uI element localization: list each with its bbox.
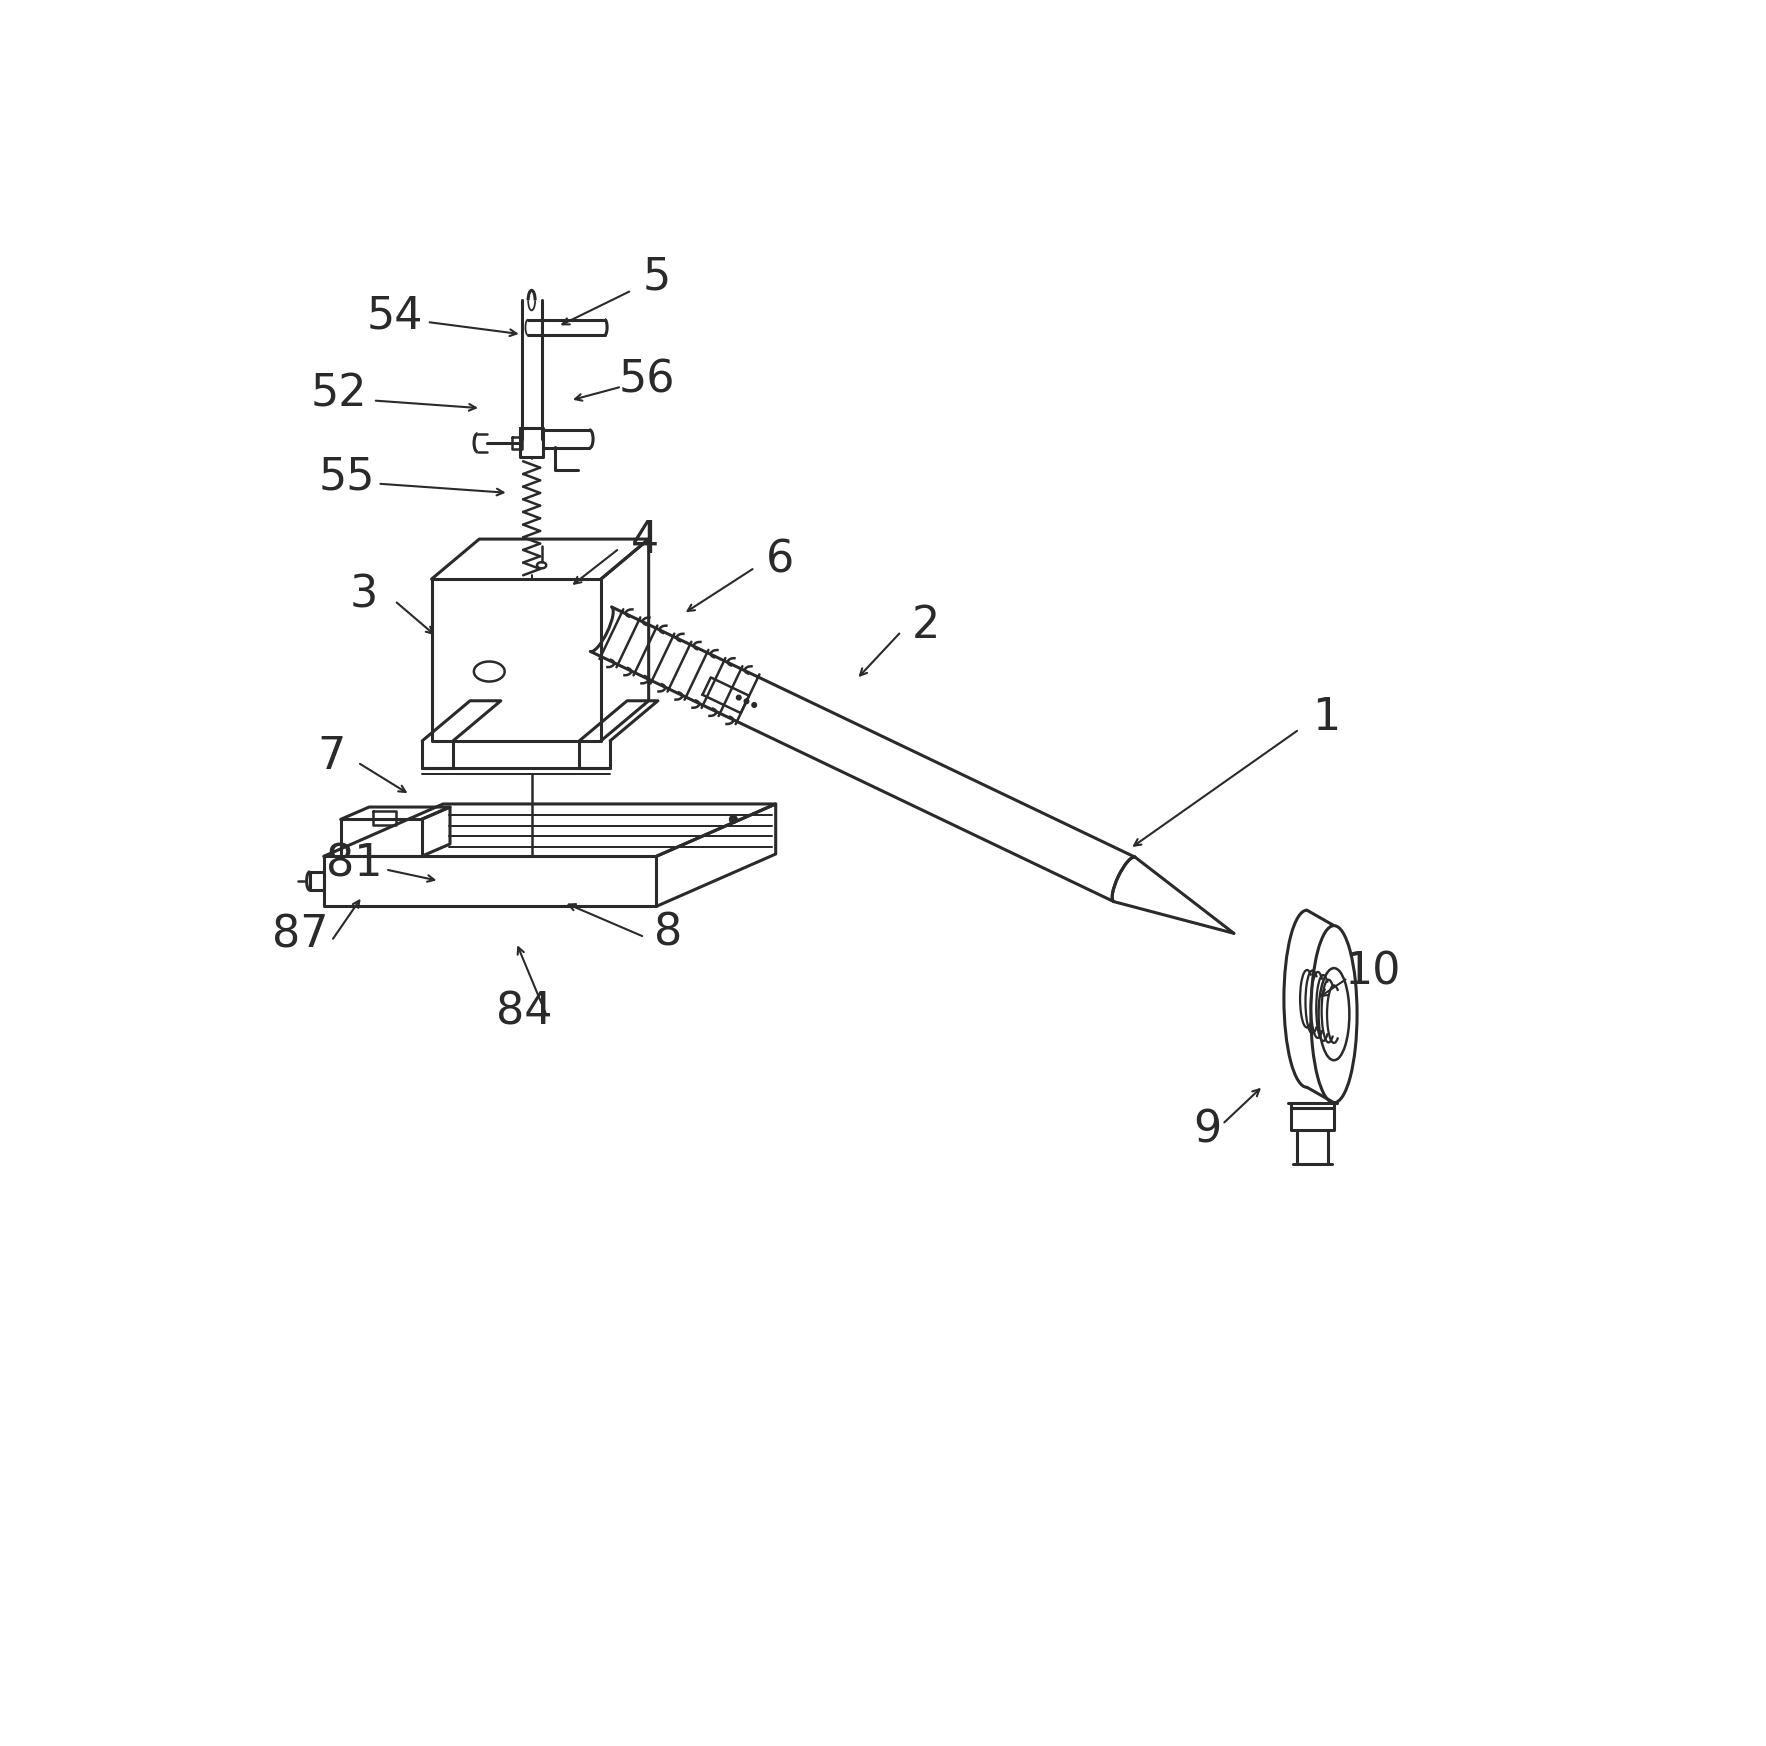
Text: 2: 2 <box>911 604 940 646</box>
Text: 6: 6 <box>765 538 793 581</box>
Circle shape <box>743 698 749 704</box>
Circle shape <box>729 815 736 822</box>
Text: 3: 3 <box>350 573 378 616</box>
Text: 8: 8 <box>653 911 682 955</box>
Text: 9: 9 <box>1192 1109 1220 1151</box>
Text: 1: 1 <box>1312 697 1340 739</box>
Text: 87: 87 <box>272 913 328 957</box>
Text: 54: 54 <box>366 295 422 337</box>
Text: 81: 81 <box>327 843 383 885</box>
Text: 52: 52 <box>311 374 367 416</box>
Text: 56: 56 <box>618 360 675 402</box>
Text: 7: 7 <box>318 735 346 777</box>
Circle shape <box>736 695 742 700</box>
Text: 4: 4 <box>630 519 659 562</box>
Text: 10: 10 <box>1344 950 1400 993</box>
Text: 5: 5 <box>643 255 671 299</box>
Circle shape <box>752 702 756 707</box>
Text: 55: 55 <box>318 456 374 499</box>
Text: 84: 84 <box>496 990 553 1034</box>
